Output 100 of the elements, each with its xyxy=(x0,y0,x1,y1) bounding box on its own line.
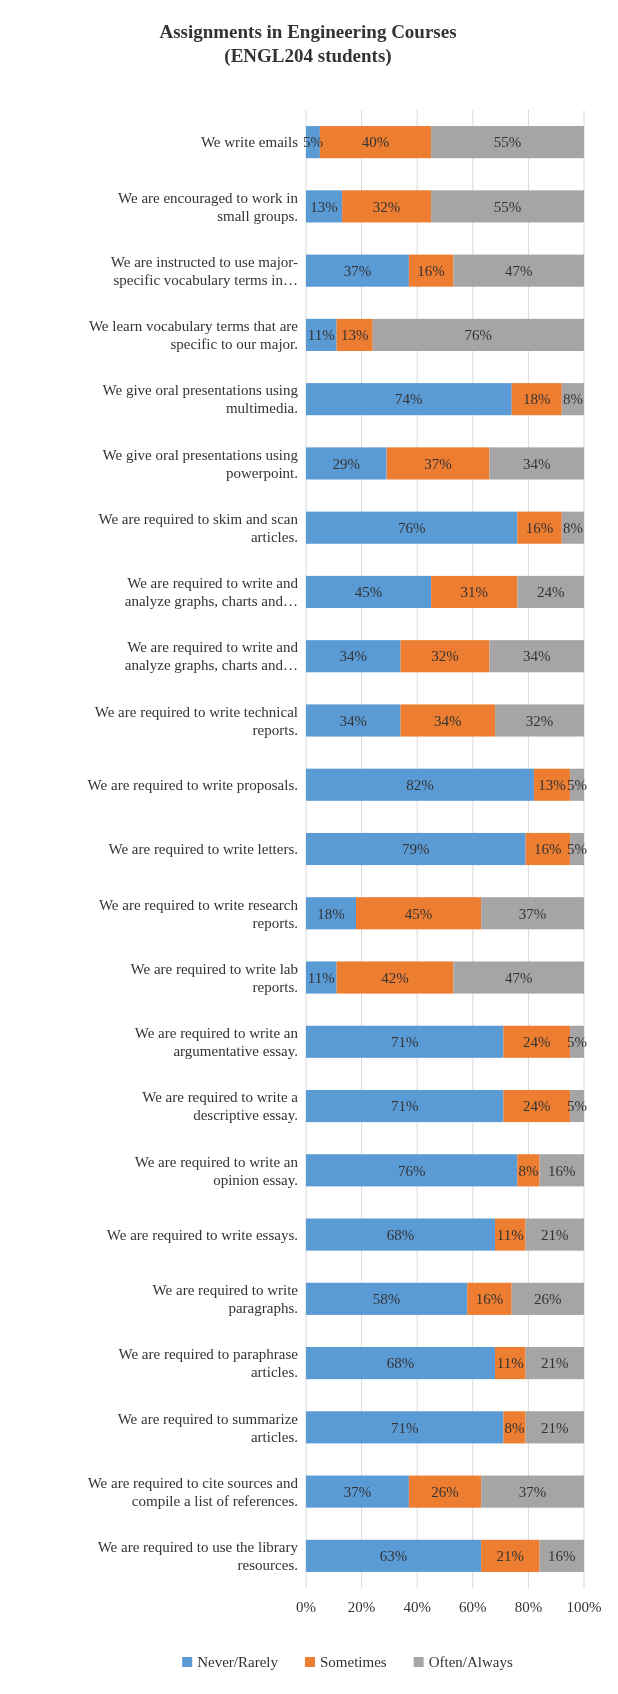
data-label: 11% xyxy=(307,969,335,986)
bar xyxy=(431,126,584,159)
bar xyxy=(306,1154,518,1187)
bar xyxy=(517,575,584,609)
y-tick-label: We are required to write paragraphs. xyxy=(152,1282,299,1317)
bar xyxy=(306,1089,504,1123)
y-tick-label: We are required to use the library resources. xyxy=(97,1539,299,1574)
bar xyxy=(306,640,401,673)
y-tick-label: We are required to write a descriptive essay. xyxy=(142,1089,299,1124)
data-label: 34% xyxy=(522,455,551,472)
data-label: 21% xyxy=(541,1419,569,1436)
bar xyxy=(481,1539,540,1572)
bar xyxy=(408,1475,482,1508)
data-label: 24% xyxy=(536,584,565,601)
bar xyxy=(400,640,490,673)
bar xyxy=(453,254,584,287)
data-label: 18% xyxy=(317,905,345,922)
bar xyxy=(306,1025,504,1058)
bar xyxy=(525,1411,584,1444)
y-tick-label: We are required to write letters. xyxy=(108,841,298,858)
data-label: 47% xyxy=(504,969,533,986)
x-tick-label: 0% xyxy=(296,1599,316,1615)
y-tick-label: We are encouraged to work in small groups. xyxy=(118,189,299,224)
bar xyxy=(306,704,401,737)
data-label: 11% xyxy=(307,327,335,344)
data-label: 63% xyxy=(379,1548,408,1565)
legend-label: Sometimes xyxy=(319,1654,387,1671)
bar xyxy=(481,897,584,930)
legend-label: Never/Rarely xyxy=(197,1654,279,1671)
x-tick-label: 100% xyxy=(566,1599,602,1615)
y-tick-label: We are instructed to use major-specific vocabulary terms in… xyxy=(110,253,298,288)
data-label: 71% xyxy=(390,1419,419,1436)
bar xyxy=(336,961,454,994)
data-label: 37% xyxy=(518,905,547,922)
chart-title: Assignments in Engineering Courses (ENGL204 students) xyxy=(159,21,457,67)
data-label: 8% xyxy=(518,1162,539,1179)
data-label: 55% xyxy=(493,134,522,151)
data-label: 79% xyxy=(402,841,430,858)
data-label: 40% xyxy=(361,134,390,151)
data-label: 82% xyxy=(406,776,434,793)
x-tick-label: 20% xyxy=(347,1599,376,1615)
bar xyxy=(306,1282,468,1315)
bar xyxy=(306,768,534,801)
data-label: 34% xyxy=(434,712,462,729)
data-label: 21% xyxy=(496,1548,525,1565)
data-label: 16% xyxy=(548,1548,576,1565)
data-label: 34% xyxy=(339,648,368,665)
data-label: 24% xyxy=(522,1034,551,1051)
bar xyxy=(306,961,337,994)
y-tick-label: We give oral presentations using multimedia. xyxy=(102,382,299,417)
bar xyxy=(356,897,482,930)
bar xyxy=(306,1347,496,1380)
bar xyxy=(489,640,584,673)
bar xyxy=(489,447,584,480)
data-label: 26% xyxy=(534,1291,562,1308)
y-tick-label: We write emails xyxy=(200,134,299,151)
data-label: 37% xyxy=(343,1483,372,1500)
data-label: 45% xyxy=(404,905,433,922)
y-tick-label: We are required to write an argumentative essay. xyxy=(134,1025,299,1060)
data-label: 71% xyxy=(390,1098,419,1115)
y-tick-label: We are required to write technical reports. xyxy=(94,703,298,738)
y-tick-label: We are required to write and analyze graphs, charts and… xyxy=(124,639,299,674)
data-label: 16% xyxy=(475,1291,504,1308)
data-label: 13% xyxy=(310,198,338,215)
data-label: 13% xyxy=(538,776,566,793)
bar xyxy=(525,1218,584,1251)
data-label: 16% xyxy=(534,841,562,858)
data-label: 34% xyxy=(339,712,368,729)
legend-label: Often/Always xyxy=(428,1654,513,1671)
data-label: 68% xyxy=(386,1355,415,1372)
bar xyxy=(372,318,584,351)
y-tick-label: We are required to write and analyze graphs, charts and… xyxy=(124,575,299,610)
x-tick-label: 40% xyxy=(403,1599,431,1615)
bar xyxy=(511,383,562,416)
data-label: 76% xyxy=(464,327,493,344)
data-label: 21% xyxy=(541,1355,569,1372)
data-label: 76% xyxy=(397,1162,426,1179)
bar xyxy=(481,1475,584,1508)
data-label: 16% xyxy=(417,262,445,279)
bar xyxy=(400,704,496,737)
bar xyxy=(306,254,409,287)
data-label: 8% xyxy=(504,1419,525,1436)
bar xyxy=(431,190,584,223)
data-label: 37% xyxy=(424,455,452,472)
data-label: 76% xyxy=(397,519,426,536)
data-label: 32% xyxy=(372,198,401,215)
y-tick-label: We are required to write research reports. xyxy=(98,896,299,931)
bar xyxy=(511,1282,584,1315)
bar xyxy=(306,1475,409,1508)
bar xyxy=(517,511,562,544)
bar xyxy=(306,1411,504,1444)
data-label: 74% xyxy=(395,391,423,408)
x-tick-label: 80% xyxy=(514,1599,543,1615)
y-tick-label: We are required to cite sources and compile a list of references. xyxy=(87,1474,299,1509)
bar xyxy=(306,511,518,544)
bar xyxy=(467,1282,512,1315)
data-label: 68% xyxy=(386,1226,415,1243)
data-label: 34% xyxy=(522,648,551,665)
data-label: 37% xyxy=(343,262,372,279)
data-label: 58% xyxy=(372,1291,401,1308)
